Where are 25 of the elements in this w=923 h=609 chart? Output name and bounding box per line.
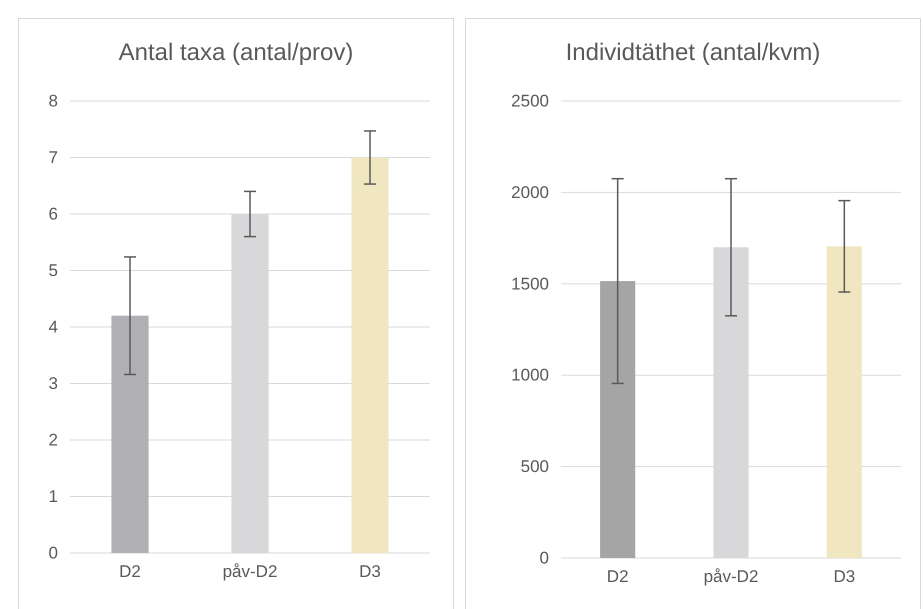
y-tick-label: 500 [520, 457, 549, 476]
y-tick-label: 1 [48, 486, 58, 506]
y-tick-label: 4 [48, 317, 58, 336]
x-tick-label: påv-D2 [704, 567, 758, 586]
bar [111, 316, 149, 553]
chart-title: Antal taxa (antal/prov) [118, 39, 354, 66]
chart-title: Individtäthet (antal/kvm) [566, 39, 820, 66]
x-tick-label: D3 [359, 562, 381, 582]
x-tick-label: D2 [606, 567, 629, 586]
y-tick-label: 2500 [511, 91, 549, 110]
x-tick-label: D2 [119, 562, 141, 582]
y-tick-label: 2000 [511, 182, 549, 202]
x-tick-label: D3 [833, 567, 856, 586]
x-tick-label: påv-D2 [222, 562, 278, 582]
y-tick-label: 8 [48, 91, 58, 110]
y-tick-label: 1500 [511, 274, 549, 294]
y-tick-label: 3 [48, 374, 58, 393]
y-tick-label: 0 [540, 548, 549, 568]
y-tick-label: 6 [48, 204, 58, 224]
y-tick-label: 2 [48, 430, 58, 450]
y-tick-label: 1000 [511, 366, 549, 385]
y-tick-label: 0 [48, 543, 58, 562]
y-tick-label: 7 [48, 148, 58, 167]
bar [351, 158, 389, 553]
y-tick-label: 5 [48, 260, 58, 280]
